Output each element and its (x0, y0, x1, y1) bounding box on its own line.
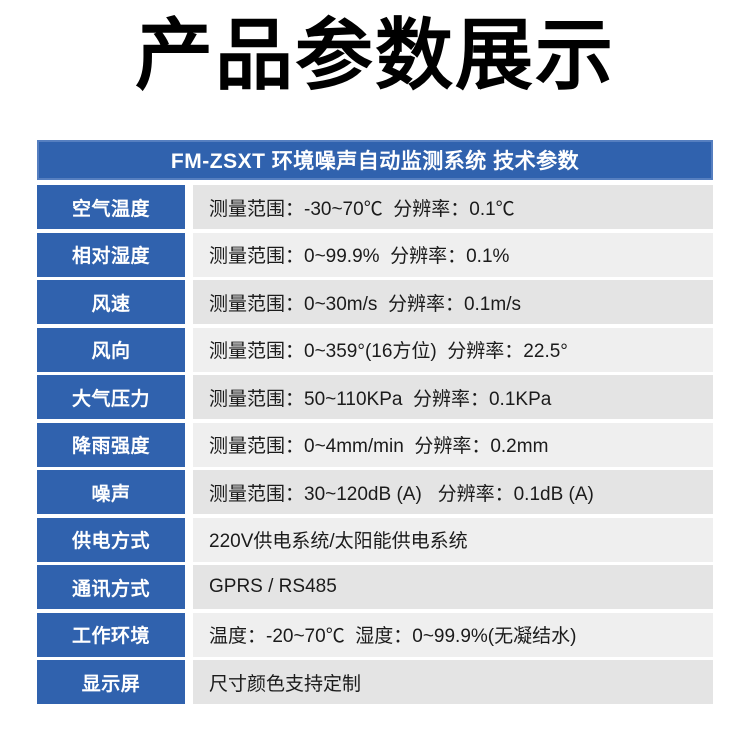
row-value: 测量范围：0~4mm/min 分辨率：0.2mm (193, 422, 713, 467)
table-row: 相对湿度 测量范围：0~99.9% 分辨率：0.1% (37, 232, 713, 277)
table-row: 大气压力 测量范围：50~110KPa 分辨率：0.1KPa (37, 375, 713, 419)
row-value: 测量范围：50~110KPa 分辨率：0.1KPa (193, 375, 713, 419)
row-value: 温度：-20~70℃ 湿度：0~99.9%(无凝结水) (193, 612, 713, 657)
row-value: 尺寸颜色支持定制 (193, 660, 713, 704)
spec-rows: 空气温度 测量范围：-30~70℃ 分辨率：0.1℃ 相对湿度 测量范围：0~99.9… (37, 185, 713, 704)
table-row: 降雨强度 测量范围：0~4mm/min 分辨率：0.2mm (37, 422, 713, 467)
table-row: 工作环境 温度：-20~70℃ 湿度：0~99.9%(无凝结水) (37, 612, 713, 657)
row-value: 测量范围：0~99.9% 分辨率：0.1% (193, 232, 713, 277)
row-label: 工作环境 (37, 612, 185, 657)
row-value: 测量范围：-30~70℃ 分辨率：0.1℃ (193, 185, 713, 229)
table-row: 供电方式 220V供电系统/太阳能供电系统 (37, 517, 713, 562)
row-value: 测量范围：0~30m/s 分辨率：0.1m/s (193, 280, 713, 324)
row-label: 噪声 (37, 470, 185, 514)
table-row: 空气温度 测量范围：-30~70℃ 分辨率：0.1℃ (37, 185, 713, 229)
row-label: 供电方式 (37, 517, 185, 562)
spec-table: FM-ZSXT 环境噪声自动监测系统 技术参数 空气温度 测量范围：-30~70℃… (37, 140, 713, 704)
row-label: 相对湿度 (37, 232, 185, 277)
row-label: 空气温度 (37, 185, 185, 229)
row-value: 测量范围：30~120dB (A) 分辨率：0.1dB (A) (193, 470, 713, 514)
table-row: 显示屏 尺寸颜色支持定制 (37, 660, 713, 704)
row-label: 风速 (37, 280, 185, 324)
spec-table-header: FM-ZSXT 环境噪声自动监测系统 技术参数 (37, 140, 713, 180)
row-label: 通讯方式 (37, 565, 185, 609)
row-value: 测量范围：0~359°(16方位) 分辨率：22.5° (193, 327, 713, 372)
row-value: GPRS / RS485 (193, 565, 713, 609)
row-label: 大气压力 (37, 375, 185, 419)
row-label: 风向 (37, 327, 185, 372)
row-label: 降雨强度 (37, 422, 185, 467)
table-row: 风向 测量范围：0~359°(16方位) 分辨率：22.5° (37, 327, 713, 372)
page-title: 产品参数展示 (134, 11, 615, 99)
table-row: 风速 测量范围：0~30m/s 分辨率：0.1m/s (37, 280, 713, 324)
table-row: 通讯方式 GPRS / RS485 (37, 565, 713, 609)
table-row: 噪声 测量范围：30~120dB (A) 分辨率：0.1dB (A) (37, 470, 713, 514)
row-label: 显示屏 (37, 660, 185, 704)
row-value: 220V供电系统/太阳能供电系统 (193, 517, 713, 562)
